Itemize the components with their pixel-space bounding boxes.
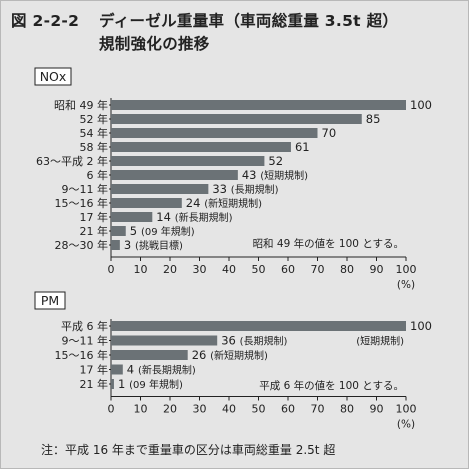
category-label: 昭和 49 年 — [54, 98, 108, 112]
value-label: 5 — [130, 224, 137, 238]
value-label: 1 — [118, 377, 125, 391]
figure-number: 図 2-2-2 — [11, 12, 80, 30]
value-label: 24 — [186, 196, 201, 210]
x-tick-label: 10 — [134, 403, 148, 416]
category-label: 17 年 — [80, 210, 109, 224]
bar-annotation: (長期規制) — [231, 183, 279, 196]
x-tick-label: 90 — [370, 263, 384, 276]
x-tick-label: 60 — [281, 263, 295, 276]
bar — [111, 240, 120, 250]
category-label: 54 年 — [80, 126, 109, 140]
value-label: 61 — [295, 140, 310, 154]
bar-annotation: (新長期規制) — [175, 211, 233, 224]
bar-annotation: (09 年規制) — [141, 225, 195, 238]
x-tick-label: 100 — [396, 403, 417, 416]
value-label: 52 — [268, 154, 283, 168]
category-label: 6 年 — [87, 168, 109, 182]
value-label: 33 — [212, 182, 227, 196]
bar — [111, 198, 182, 208]
value-label: 26 — [192, 348, 207, 362]
category-label: 63～平成 2 年 — [36, 154, 108, 168]
category-label: 58 年 — [80, 140, 109, 154]
x-tick-label: 30 — [193, 263, 207, 276]
value-label: 70 — [322, 126, 337, 140]
category-label: 平成 6 年 — [61, 319, 108, 333]
footnote: 注：平成 16 年まで重量車の区分は車両総重量 2.5t 超 — [41, 443, 336, 457]
bar — [111, 114, 362, 124]
value-label: 36 — [221, 334, 236, 348]
value-label: 4 — [127, 363, 134, 377]
x-tick-label: 30 — [193, 403, 207, 416]
bar — [111, 156, 265, 166]
bar-annotation: (挑戦目標) — [135, 239, 183, 252]
bar-annotation: (長期規制) — [240, 335, 288, 348]
x-tick-label: 80 — [340, 263, 354, 276]
bar-annotation: (新長期規制) — [138, 364, 196, 377]
x-tick-label: 40 — [222, 263, 236, 276]
value-label: 100 — [410, 319, 432, 333]
bar — [111, 226, 126, 236]
bar-annotation: (短期規制) — [356, 335, 404, 348]
bar — [111, 321, 406, 331]
bar-annotation: (短期規制) — [260, 169, 308, 182]
x-tick-label: 0 — [108, 403, 115, 416]
x-tick-label: 50 — [252, 403, 266, 416]
bar — [111, 212, 153, 222]
category-label: 52 年 — [80, 112, 109, 126]
x-tick-label: 70 — [311, 263, 325, 276]
x-unit-label: (%) — [397, 419, 415, 431]
bar — [111, 100, 406, 110]
panel-label-box — [34, 291, 66, 310]
bar — [111, 128, 318, 138]
x-tick-label: 70 — [311, 403, 325, 416]
bar — [111, 364, 123, 375]
category-label: 21 年 — [80, 377, 109, 391]
x-unit-label: (%) — [397, 279, 415, 291]
x-tick-label: 10 — [134, 263, 148, 276]
value-label: 85 — [366, 112, 381, 126]
category-label: 15～16 年 — [55, 348, 109, 362]
bar-annotation: (09 年規制) — [129, 378, 183, 391]
value-label: 43 — [242, 168, 257, 182]
x-tick-label: 90 — [370, 403, 384, 416]
bar — [111, 142, 291, 152]
category-label: 21 年 — [80, 224, 109, 238]
value-label: 3 — [124, 238, 131, 252]
x-tick-label: 80 — [340, 403, 354, 416]
bar — [111, 335, 218, 346]
x-tick-label: 20 — [163, 403, 177, 416]
bar — [111, 379, 114, 389]
panel-label-box — [34, 67, 72, 86]
x-tick-label: 40 — [222, 403, 236, 416]
x-tick-label: 60 — [281, 403, 295, 416]
category-label: 9～11 年 — [62, 334, 109, 348]
figure-title-line2: 規制強化の推移 — [99, 35, 210, 53]
x-tick-label: 0 — [108, 263, 115, 276]
category-label: 15～16 年 — [55, 196, 109, 210]
figure-title-line1: ディーゼル重量車（車両総重量 3.5t 超） — [99, 12, 399, 30]
bar — [111, 184, 209, 194]
category-label: 17 年 — [80, 363, 109, 377]
value-label: 14 — [156, 210, 171, 224]
panel-label: NOx — [40, 69, 67, 84]
x-tick-label: 50 — [252, 263, 266, 276]
bar-annotation: (新短期規制) — [204, 197, 262, 210]
bar-annotation: (新短期規制) — [210, 349, 268, 362]
x-tick-label: 20 — [163, 263, 177, 276]
panel-label: PM — [41, 293, 59, 308]
chart-note: 平成 6 年の値を 100 とする。 — [259, 379, 404, 392]
bar — [111, 350, 188, 360]
x-tick-label: 100 — [396, 263, 417, 276]
bar — [111, 170, 238, 180]
category-label: 28～30 年 — [55, 238, 109, 252]
value-label: 100 — [410, 98, 432, 112]
chart-note: 昭和 49 年の値を 100 とする。 — [253, 237, 404, 250]
category-label: 9～11 年 — [62, 182, 109, 196]
